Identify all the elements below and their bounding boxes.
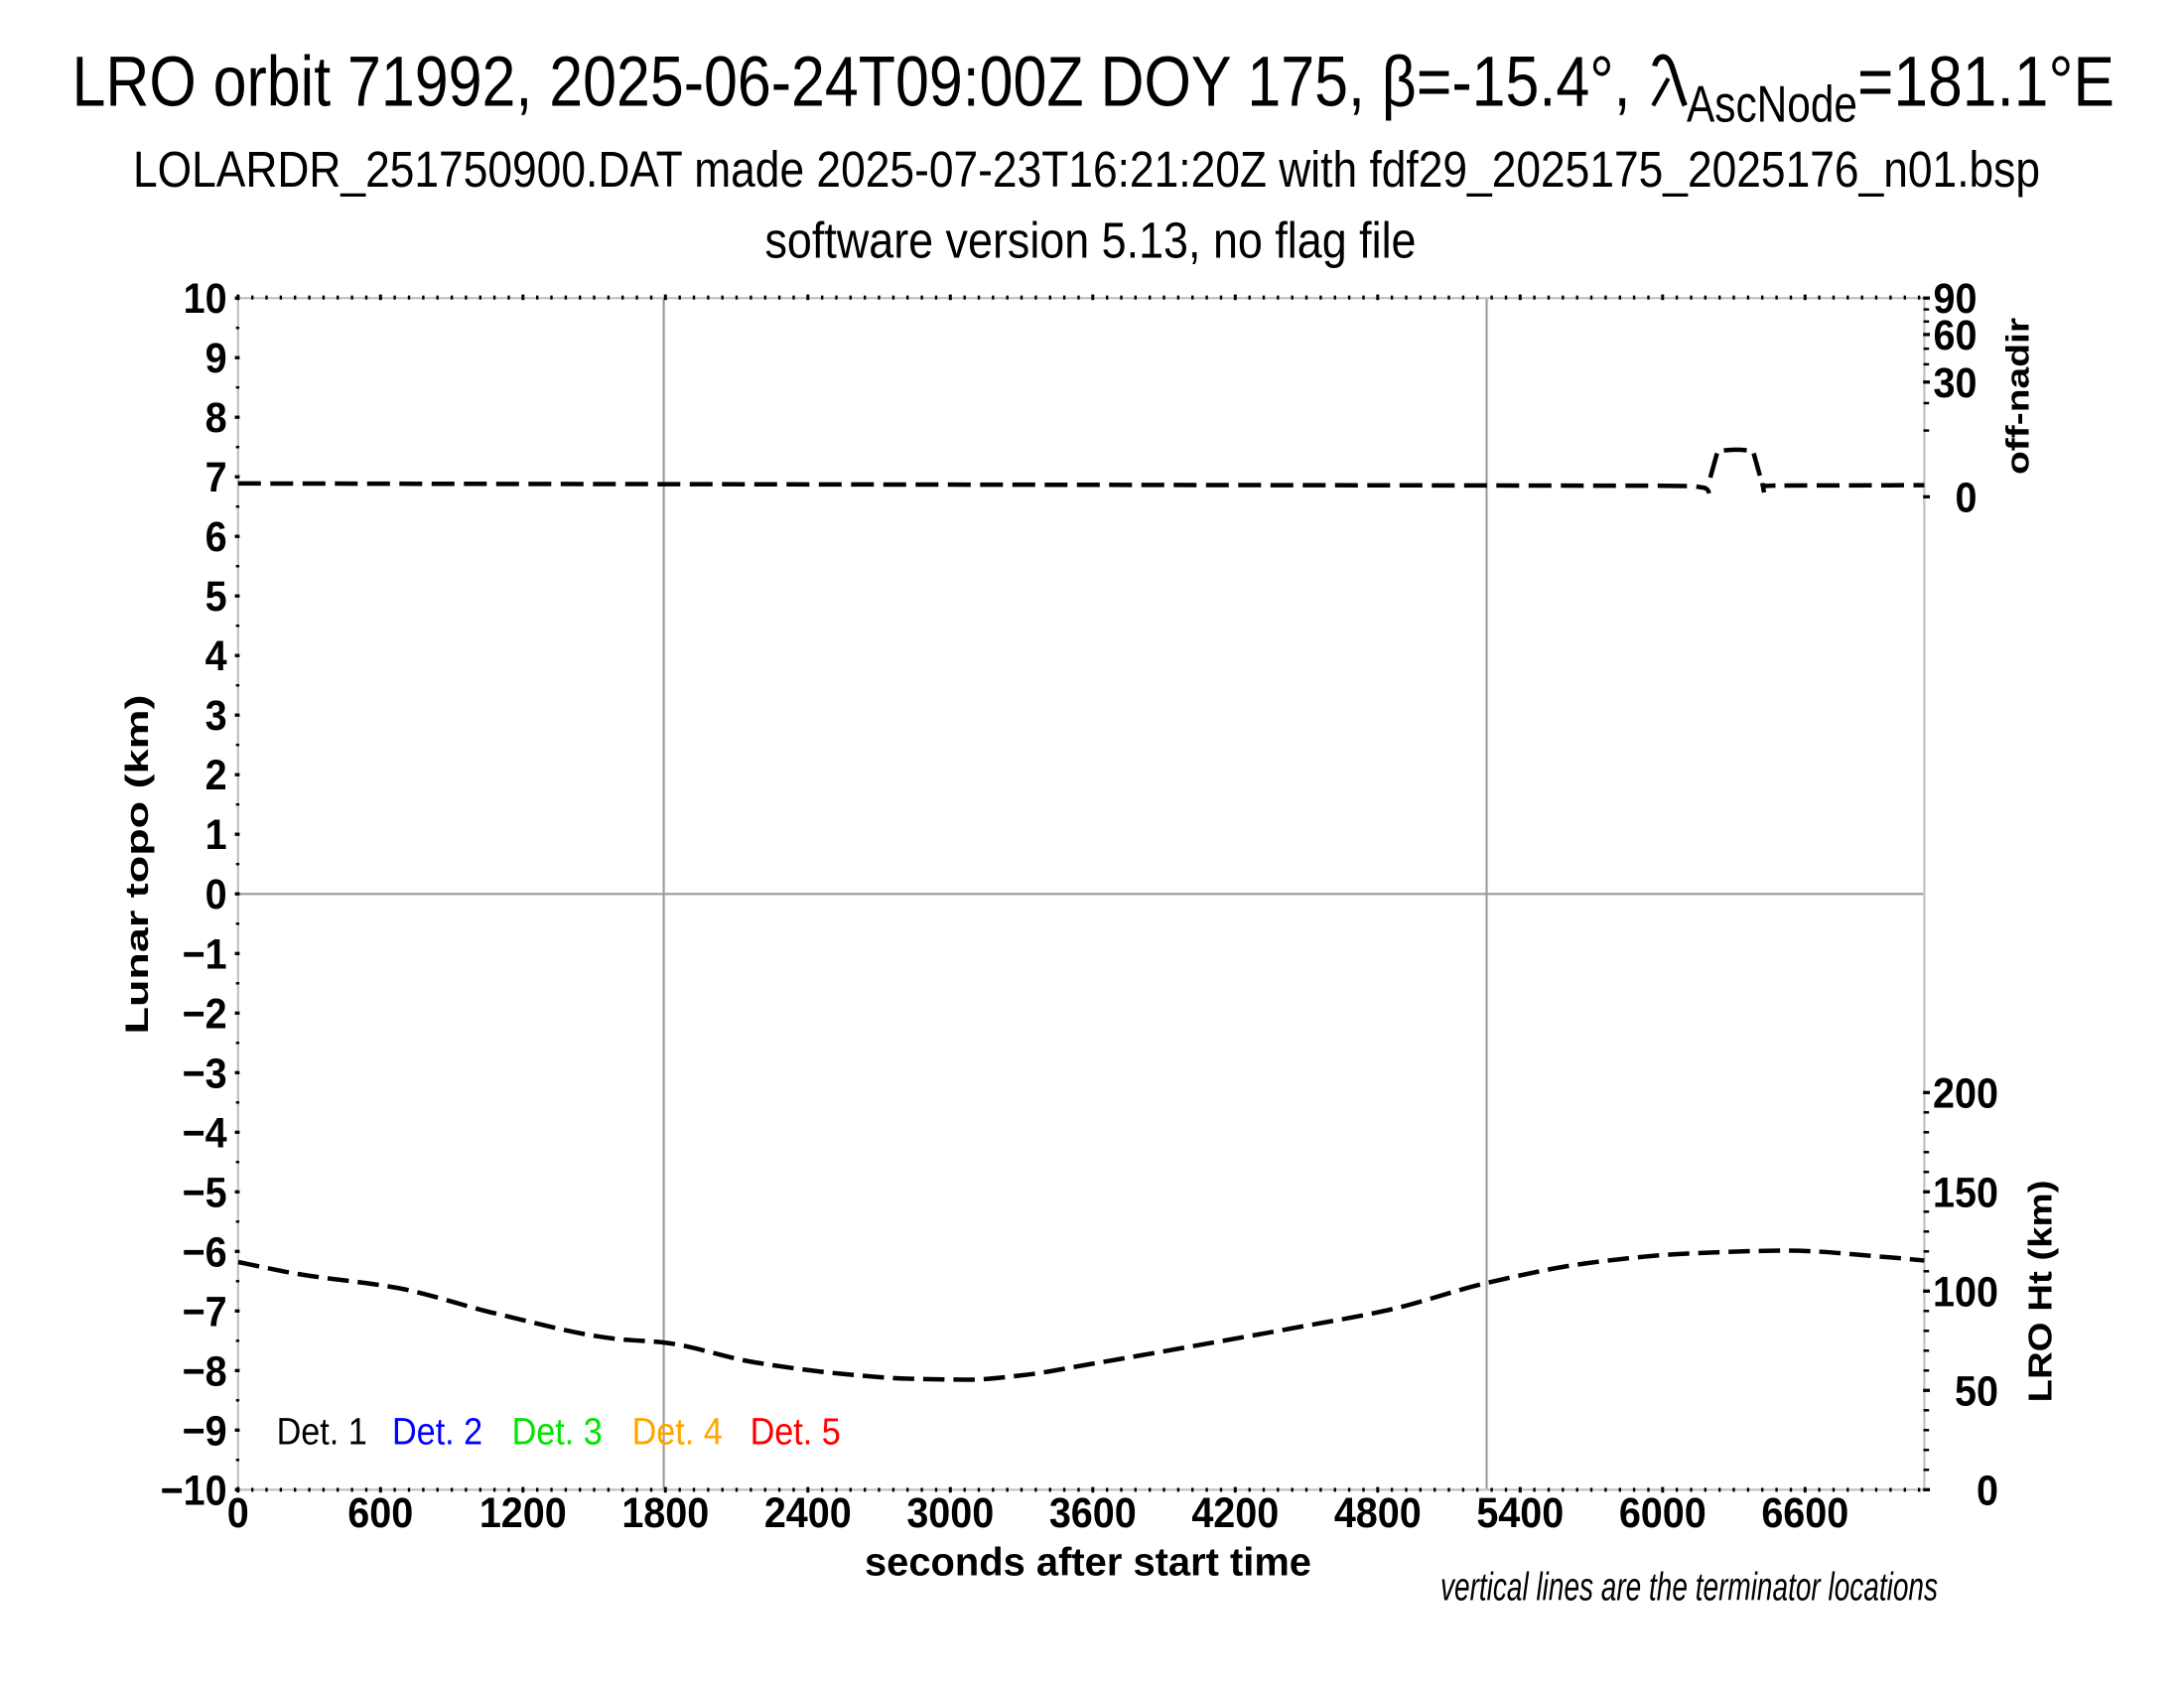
svg-text:−1: −1: [183, 930, 227, 978]
svg-text:1200: 1200: [479, 1488, 567, 1536]
svg-text:200: 200: [1933, 1069, 1998, 1117]
svg-text:2: 2: [205, 752, 227, 799]
svg-text:0: 0: [227, 1488, 249, 1536]
svg-text:0: 0: [1977, 1467, 1998, 1514]
svg-text:1: 1: [205, 811, 227, 859]
svg-text:6600: 6600: [1761, 1488, 1848, 1536]
svg-text:Det. 5: Det. 5: [751, 1410, 841, 1453]
svg-text:−3: −3: [183, 1050, 227, 1097]
svg-text:LOLARDR_251750900.DAT made 202: LOLARDR_251750900.DAT made 2025-07-23T16…: [133, 141, 2040, 198]
svg-text:1800: 1800: [621, 1488, 709, 1536]
svg-text:8: 8: [205, 394, 227, 442]
svg-text:10: 10: [184, 275, 227, 323]
svg-text:−4: −4: [183, 1109, 227, 1157]
svg-text:off-nadir: off-nadir: [1999, 318, 2036, 475]
svg-text:−2: −2: [183, 990, 227, 1038]
svg-text:2400: 2400: [764, 1488, 852, 1536]
svg-text:−6: −6: [183, 1228, 227, 1276]
svg-text:LRO Ht (km): LRO Ht (km): [2022, 1181, 2059, 1403]
svg-text:3600: 3600: [1049, 1488, 1137, 1536]
svg-text:AscNode: AscNode: [1687, 76, 1857, 134]
svg-text:6000: 6000: [1619, 1488, 1706, 1536]
svg-text:0: 0: [1956, 474, 1978, 521]
svg-text:7: 7: [205, 454, 227, 501]
svg-text:−8: −8: [183, 1347, 227, 1395]
svg-text:−7: −7: [183, 1288, 227, 1336]
svg-text:5400: 5400: [1476, 1488, 1564, 1536]
svg-text:4: 4: [205, 633, 227, 680]
svg-text:Det. 1: Det. 1: [277, 1410, 367, 1453]
svg-text:5: 5: [205, 573, 227, 621]
svg-text:6: 6: [205, 513, 227, 561]
svg-text:3: 3: [205, 692, 227, 740]
svg-text:600: 600: [347, 1488, 413, 1536]
svg-text:−10: −10: [161, 1467, 227, 1514]
svg-text:seconds after start time: seconds after start time: [865, 1541, 1311, 1585]
svg-text:=181.1°E: =181.1°E: [1857, 44, 2115, 122]
svg-text:vertical lines are the termina: vertical lines are the terminator locati…: [1440, 1566, 1938, 1610]
svg-text:50: 50: [1955, 1367, 1998, 1415]
svg-text:150: 150: [1933, 1169, 1998, 1216]
svg-text:4800: 4800: [1334, 1488, 1422, 1536]
svg-text:30: 30: [1934, 358, 1978, 406]
svg-text:Det. 2: Det. 2: [392, 1410, 482, 1453]
svg-text:−5: −5: [183, 1169, 227, 1216]
svg-text:90: 90: [1934, 275, 1978, 323]
svg-text:60: 60: [1934, 311, 1978, 358]
svg-text:−9: −9: [183, 1407, 227, 1455]
svg-text:software version 5.13, no flag: software version 5.13, no flag file: [765, 212, 1417, 269]
svg-text:LRO orbit 71992, 2025-06-24T09: LRO orbit 71992, 2025-06-24T09:00Z DOY 1…: [72, 44, 1631, 122]
svg-text:4200: 4200: [1191, 1488, 1279, 1536]
svg-text:Det. 4: Det. 4: [632, 1410, 723, 1453]
svg-text:100: 100: [1933, 1268, 1998, 1316]
svg-text:Det. 3: Det. 3: [512, 1410, 603, 1453]
svg-text:9: 9: [205, 335, 227, 382]
svg-text:0: 0: [205, 871, 227, 918]
svg-text:3000: 3000: [906, 1488, 994, 1536]
svg-text:Lunar topo (km): Lunar topo (km): [119, 695, 155, 1035]
